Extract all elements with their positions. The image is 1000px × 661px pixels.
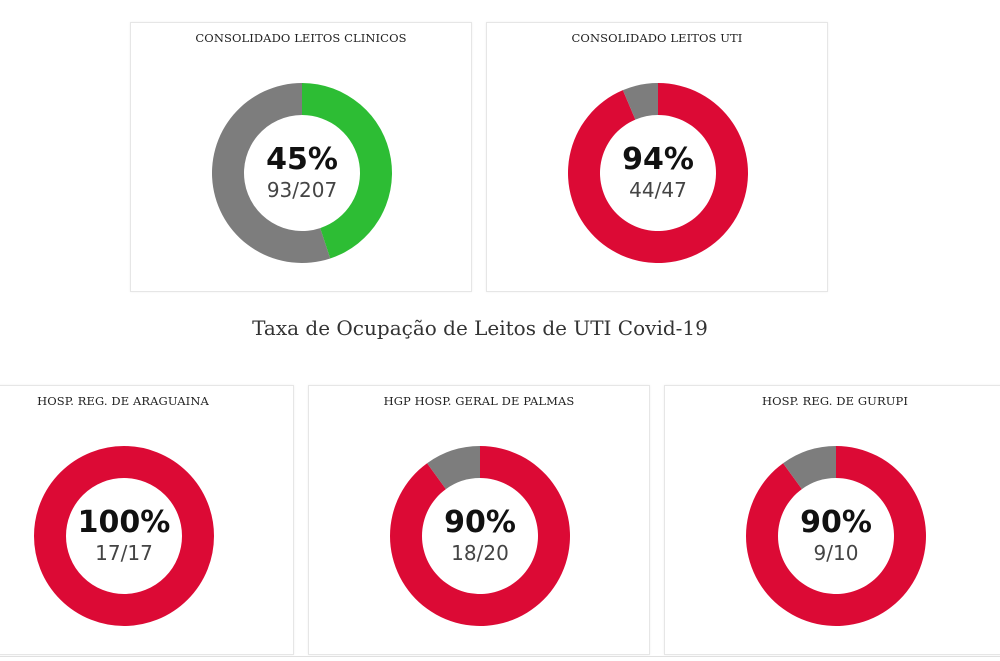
chart-card-gurupi: HOSP. REG. DE GURUPI 90% 9/10	[664, 385, 1000, 655]
donut-segment-occupied	[34, 446, 214, 626]
chart-card-palmas: HGP HOSP. GERAL DE PALMAS 90% 18/20	[308, 385, 650, 655]
donut-segment-available	[212, 83, 331, 263]
percent-label: 94%	[622, 142, 694, 177]
section-title: Taxa de Ocupação de Leitos de UTI Covid-…	[252, 316, 708, 340]
ratio-label: 17/17	[95, 541, 153, 565]
chart-title: HOSP. REG. DE ARAGUAINA	[37, 394, 209, 408]
donut-segment-occupied	[302, 83, 392, 259]
donut-center: 45% 93/207	[210, 81, 394, 265]
donut-segment-available	[783, 446, 836, 490]
donut-chart: 90% 9/10	[744, 444, 928, 628]
chart-card-araguaina: HOSP. REG. DE ARAGUAINA 100% 17/17	[0, 385, 294, 655]
ratio-label: 18/20	[451, 541, 509, 565]
percent-label: 90%	[444, 505, 516, 540]
donut-segment-occupied	[390, 446, 570, 626]
percent-label: 100%	[77, 505, 171, 540]
chart-title: HOSP. REG. DE GURUPI	[762, 394, 908, 408]
divider	[0, 656, 1000, 657]
percent-label: 45%	[266, 142, 338, 177]
chart-title: CONSOLIDADO LEITOS UTI	[571, 31, 743, 45]
donut-chart: 100% 17/17	[32, 444, 216, 628]
donut-chart: 90% 18/20	[388, 444, 572, 628]
donut-segment-available	[427, 446, 480, 490]
ratio-label: 93/207	[266, 178, 338, 202]
chart-title: CONSOLIDADO LEITOS CLINICOS	[195, 31, 407, 45]
donut-center: 90% 9/10	[744, 444, 928, 628]
ratio-label: 9/10	[813, 541, 859, 565]
ratio-label: 44/47	[629, 178, 687, 202]
donut-segment-occupied	[568, 83, 748, 263]
percent-label: 90%	[800, 505, 872, 540]
chart-card-uti: CONSOLIDADO LEITOS UTI 94% 44/47	[486, 22, 828, 292]
donut-center: 90% 18/20	[388, 444, 572, 628]
donut-chart: 45% 93/207	[210, 81, 394, 265]
donut-center: 94% 44/47	[566, 81, 750, 265]
donut-chart: 94% 44/47	[566, 81, 750, 265]
chart-title: HGP HOSP. GERAL DE PALMAS	[383, 394, 575, 408]
chart-card-clinicos: CONSOLIDADO LEITOS CLINICOS 45% 93/207	[130, 22, 472, 292]
donut-segment-available	[622, 83, 658, 120]
donut-center: 100% 17/17	[32, 444, 216, 628]
donut-segment-occupied	[746, 446, 926, 626]
